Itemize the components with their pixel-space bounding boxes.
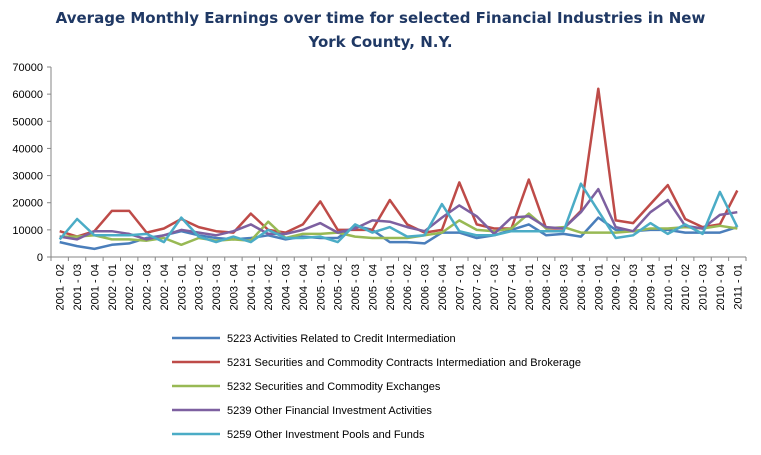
y-tick-label: 70000 bbox=[12, 62, 43, 74]
x-tick-label: 2001 - 04 bbox=[89, 264, 101, 310]
y-tick-label: 40000 bbox=[12, 143, 43, 155]
y-tick-label: 10000 bbox=[12, 225, 43, 237]
x-tick-label: 2006 - 03 bbox=[420, 264, 432, 310]
x-tick-label: 2010 - 04 bbox=[715, 264, 727, 310]
series-line-5 bbox=[58, 182, 739, 244]
x-tick-label: 2008 - 01 bbox=[524, 264, 536, 310]
x-tick-label: 2008 - 03 bbox=[559, 264, 571, 310]
x-tick-label: 2010 - 01 bbox=[663, 264, 675, 310]
legend: 5223 Activities Related to Credit Interm… bbox=[172, 333, 581, 441]
x-tick-label: 2001 - 02 bbox=[55, 264, 67, 310]
y-tick-label: 50000 bbox=[12, 116, 43, 128]
x-tick-label: 2007 - 01 bbox=[454, 264, 466, 310]
x-tick-label: 2004 - 01 bbox=[246, 264, 258, 310]
y-tick-label: 60000 bbox=[12, 89, 43, 101]
x-tick-label: 2009 - 03 bbox=[628, 264, 640, 310]
legend-label-3: 5232 Securities and Commodity Exchanges bbox=[227, 381, 441, 393]
x-tick-label: 2005 - 04 bbox=[367, 264, 379, 310]
x-tick-label: 2004 - 04 bbox=[298, 264, 310, 310]
y-tick-label: 0 bbox=[37, 252, 43, 264]
x-tick-label: 2004 - 03 bbox=[281, 264, 293, 310]
series-line-2 bbox=[59, 87, 739, 238]
legend-label-5: 5259 Other Investment Pools and Funds bbox=[227, 429, 425, 441]
x-tick-label: 2009 - 02 bbox=[611, 264, 623, 310]
series-line-3 bbox=[59, 212, 738, 247]
x-tick-label: 2003 - 03 bbox=[211, 264, 223, 310]
x-tick-label: 2003 - 02 bbox=[194, 264, 206, 310]
x-tick-label: 2002 - 02 bbox=[124, 264, 136, 310]
y-tick-label: 30000 bbox=[12, 171, 43, 183]
legend-label-1: 5223 Activities Related to Credit Interm… bbox=[227, 333, 456, 345]
x-tick-label: 2003 - 04 bbox=[228, 264, 240, 310]
x-tick-label: 2008 - 04 bbox=[576, 264, 588, 310]
x-tick-label: 2007 - 03 bbox=[489, 264, 501, 310]
x-tick-label: 2007 - 04 bbox=[506, 264, 518, 310]
x-tick-label: 2009 - 01 bbox=[593, 264, 605, 310]
x-tick-label: 2006 - 01 bbox=[385, 264, 397, 310]
x-tick-label: 2010 - 02 bbox=[680, 264, 692, 310]
x-tick-label: 2011 - 01 bbox=[732, 264, 744, 310]
axes: 0 10000 20000 30000 40000 50000 60000 70000 2001… bbox=[12, 62, 747, 310]
x-tick-label: 2007 - 02 bbox=[472, 264, 484, 310]
x-tick-label: 2005 - 01 bbox=[315, 264, 327, 310]
series-line-4 bbox=[59, 187, 738, 241]
x-tick-label: 2005 - 02 bbox=[333, 264, 345, 310]
x-tick-label: 2008 - 02 bbox=[541, 264, 553, 310]
chart-title: Average Monthly Earnings over time for s… bbox=[0, 6, 761, 54]
legend-label-2: 5231 Securities and Commodity Contracts … bbox=[227, 357, 581, 369]
x-tick-label: 2009 - 04 bbox=[645, 264, 657, 310]
x-tick-label: 2005 - 03 bbox=[350, 264, 362, 310]
x-tick-label: 2006 - 04 bbox=[437, 264, 449, 310]
x-tick-label: 2002 - 04 bbox=[159, 264, 171, 310]
x-tick-label: 2002 - 01 bbox=[107, 264, 119, 310]
x-tick-label: 2010 - 03 bbox=[698, 264, 710, 310]
x-tick-label: 2006 - 02 bbox=[402, 264, 414, 310]
x-tick-label: 2002 - 03 bbox=[142, 264, 154, 310]
chart-title-line-2: York County, N.Y. bbox=[308, 33, 453, 51]
chart-title-line-1: Average Monthly Earnings over time for s… bbox=[55, 9, 706, 27]
x-tick-label: 2001 - 03 bbox=[72, 264, 84, 310]
x-tick-label: 2003 - 01 bbox=[176, 264, 188, 310]
x-tick-label: 2004 - 02 bbox=[263, 264, 275, 310]
series-lines bbox=[58, 87, 739, 251]
y-tick-label: 20000 bbox=[12, 198, 43, 210]
legend-label-4: 5239 Other Financial Investment Activiti… bbox=[227, 405, 432, 417]
